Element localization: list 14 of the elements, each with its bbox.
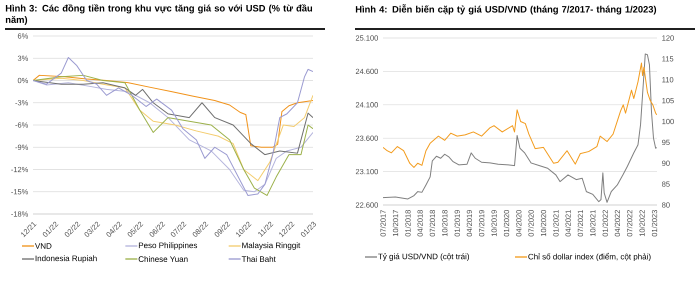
legend-label: Indonesia Rupiah	[36, 255, 97, 263]
legend-label: Thai Baht	[242, 256, 276, 262]
line-series	[33, 80, 313, 156]
line-series	[383, 54, 657, 203]
chart-title: Hình 4: Diễn biến cặp tỷ giá USD/VND (tháng 7/2017- tháng 1/2023)	[356, 4, 656, 14]
chart-title: Hình 3: Các đồng tiền trong khu vực tăng giá so với USD (% từ đầu năm)	[6, 4, 312, 25]
legend-label: VND	[34, 243, 52, 249]
legend-label: Chinese Yuan	[138, 256, 188, 262]
legend-label: Malaysia Ringgit	[242, 242, 300, 250]
legend-label: Peso Philippines	[138, 242, 198, 250]
line-series	[33, 74, 313, 148]
line-series	[383, 62, 658, 168]
legend-label: Chỉ số dollar index (điểm, cột phải)	[528, 252, 651, 262]
legend-label: Tỷ giá USD/VND (cột trái)	[378, 253, 470, 261]
